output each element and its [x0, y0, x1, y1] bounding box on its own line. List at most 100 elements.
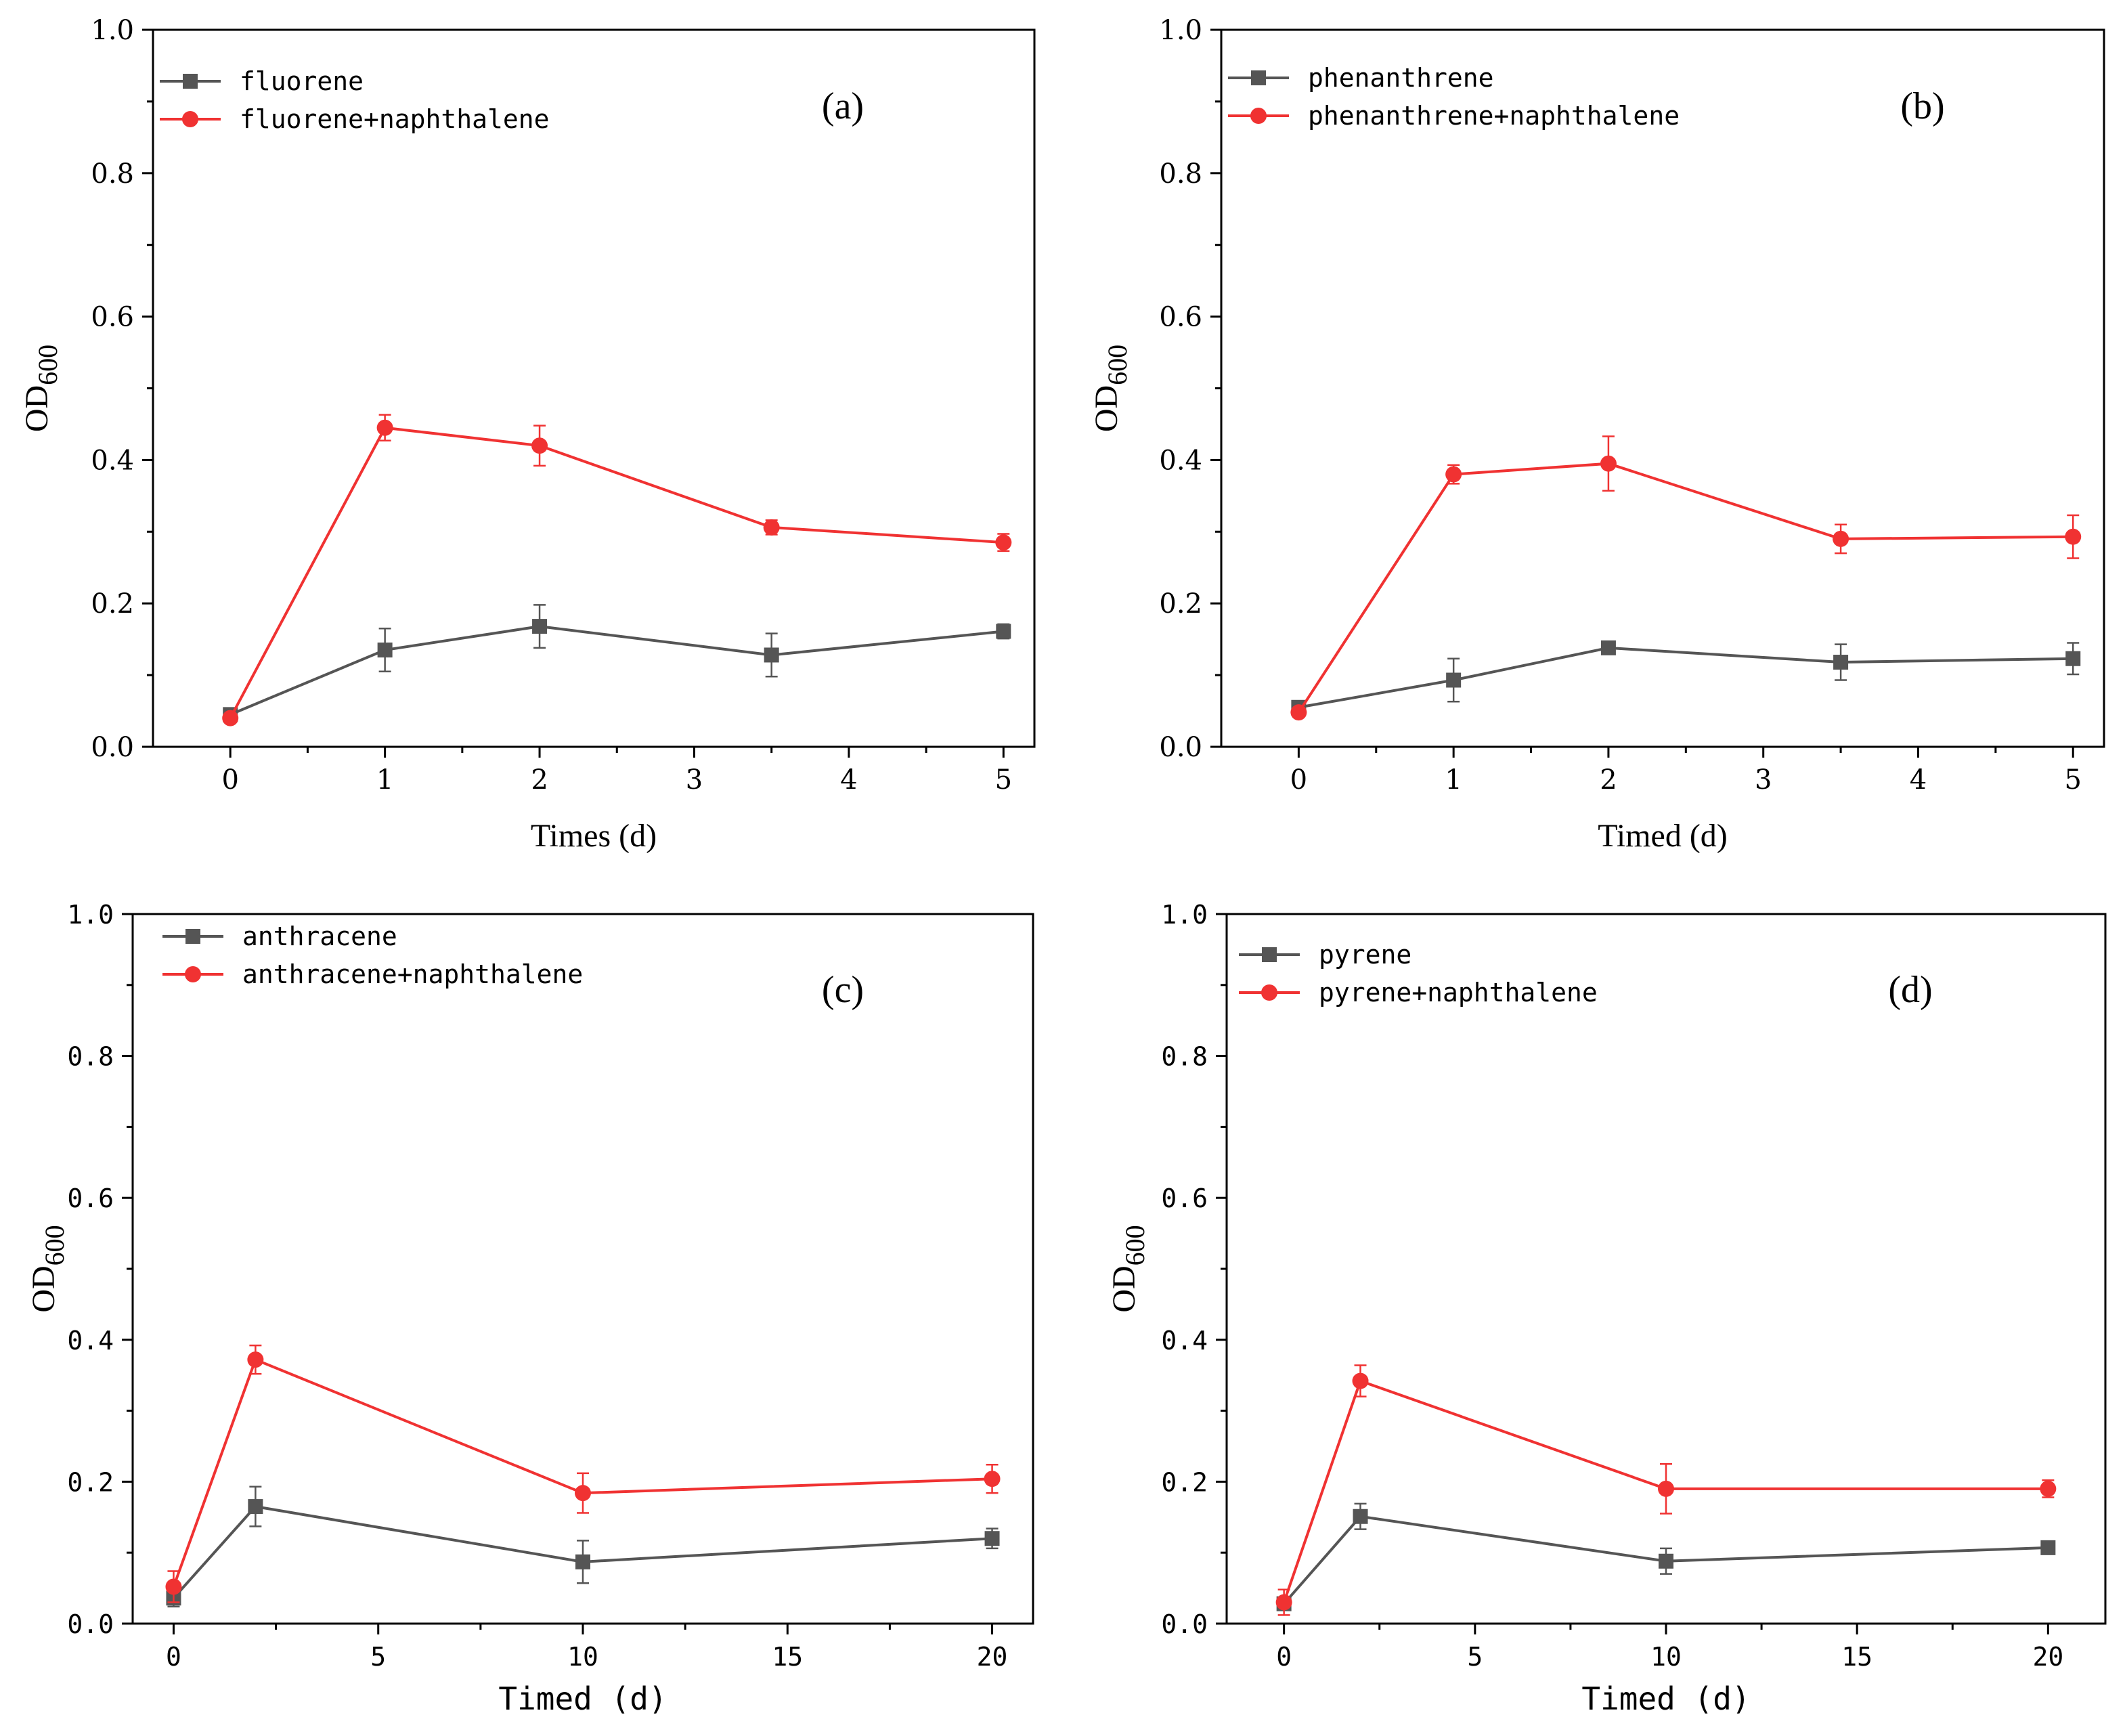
- data-point: [764, 647, 779, 663]
- x-axis-title: Timed (d): [498, 1680, 667, 1717]
- series-anthracene+naphthalene: [165, 1344, 1001, 1603]
- y-tick-label: 1.0: [67, 900, 114, 930]
- chart-panel-c: 0.0 0.2 0.4 0.6 0.8 1.0 0 5 10 15 20 Timed (d) OD600…: [26, 900, 1034, 1717]
- series-line: [1282, 1379, 2049, 1603]
- data-point: [984, 1531, 1000, 1546]
- x-tick-label: 10: [567, 1642, 598, 1672]
- legend-label: pyrene+naphthalene: [1319, 978, 1598, 1007]
- series-line: [172, 1358, 992, 1588]
- series-line: [229, 426, 1004, 719]
- y-tick-label: 0.0: [1159, 732, 1202, 763]
- data-point: [984, 1471, 1001, 1488]
- x-tick-label: 1: [376, 764, 393, 796]
- x-tick-label: 4: [840, 764, 857, 796]
- y-tick-label: 0.8: [67, 1042, 114, 1072]
- data-point: [2040, 1480, 2057, 1497]
- y-tick-label: 0.2: [1159, 588, 1202, 620]
- plot-frame: [131, 913, 1034, 1625]
- x-tick-label: 0: [166, 1642, 181, 1672]
- y-tick-label: 0.4: [67, 1326, 114, 1355]
- legend-marker: [185, 929, 200, 944]
- x-tick-label: 0: [221, 764, 238, 796]
- legend-marker: [185, 966, 201, 982]
- legend-marker: [182, 111, 198, 127]
- x-tick-label: 5: [1467, 1642, 1483, 1672]
- x-tick-label: 20: [2032, 1642, 2063, 1672]
- y-axis-title: OD600: [19, 345, 63, 432]
- y-tick-label: 0.6: [67, 1184, 114, 1213]
- data-point: [2065, 528, 2082, 545]
- x-tick-label: 20: [977, 1642, 1008, 1672]
- series-fluorene+naphthalene: [222, 414, 1012, 726]
- legend-label: fluorene: [240, 66, 364, 96]
- x-axis-title: Timed (d): [1581, 1680, 1750, 1717]
- x-tick-label: 3: [686, 764, 703, 796]
- series-fluorene: [223, 604, 1011, 722]
- data-point: [2065, 651, 2081, 666]
- series-line: [229, 625, 1004, 716]
- legend-label: pyrene: [1319, 940, 1411, 970]
- data-point: [2040, 1540, 2056, 1555]
- data-point: [531, 437, 548, 454]
- y-tick-label: 0.8: [1161, 1042, 1208, 1072]
- y-tick-label: 1.0: [91, 15, 134, 46]
- x-tick-label: 1: [1445, 764, 1462, 796]
- y-tick-label: 0.2: [1161, 1467, 1208, 1497]
- data-point: [1352, 1372, 1369, 1389]
- y-tick-label: 0.0: [91, 732, 134, 763]
- data-point: [1833, 655, 1849, 670]
- series-line: [1298, 646, 2074, 709]
- data-point: [165, 1578, 182, 1595]
- legend-marker: [1262, 947, 1277, 962]
- y-tick-label: 0.0: [1161, 1609, 1208, 1639]
- series-line: [1297, 462, 2074, 714]
- panel-label: (c): [822, 969, 864, 1011]
- series-pyrene: [1276, 1502, 2056, 1611]
- panel-label: (b): [1900, 85, 1944, 127]
- data-point: [1600, 640, 1616, 655]
- y-tick-label: 1.0: [1161, 900, 1208, 930]
- data-point: [1658, 1480, 1674, 1497]
- x-tick-label: 0: [1290, 764, 1307, 796]
- data-point: [1600, 455, 1617, 472]
- x-tick-label: 5: [995, 764, 1012, 796]
- legend-marker: [1261, 984, 1277, 1001]
- plot-frame: [152, 28, 1036, 748]
- y-tick-label: 0.6: [1159, 302, 1202, 333]
- chart-panel-a: 0.0 0.2 0.4 0.6 0.8 1.0 0 1 2 3 4 5 Times (d) OD600 (a…: [19, 15, 1036, 854]
- data-point: [575, 1485, 591, 1502]
- y-tick-label: 0.4: [91, 445, 134, 476]
- panel-label: (d): [1888, 969, 1932, 1011]
- series-line: [1283, 1515, 2049, 1605]
- y-axis-title: OD600: [1089, 345, 1133, 432]
- data-point: [1445, 466, 1462, 483]
- series-pyrene+naphthalene: [1275, 1364, 2057, 1616]
- chart-panel-d: 0.0 0.2 0.4 0.6 0.8 1.0 0 5 10 15 20 Timed (d) OD600…: [1106, 900, 2107, 1717]
- data-point: [763, 519, 780, 536]
- x-tick-label: 0: [1276, 1642, 1292, 1672]
- x-tick-label: 2: [1600, 764, 1617, 796]
- legend-label: phenanthrene: [1308, 63, 1494, 93]
- y-tick-label: 0.2: [91, 588, 134, 620]
- y-tick-label: 0.4: [1159, 445, 1202, 476]
- data-point: [1353, 1509, 1368, 1524]
- data-point: [1446, 672, 1462, 688]
- plot-frame: [1220, 28, 2105, 748]
- y-tick-label: 0.4: [1161, 1326, 1208, 1355]
- data-point: [996, 624, 1011, 639]
- x-tick-label: 4: [1910, 764, 1927, 796]
- y-tick-label: 0.8: [91, 158, 134, 190]
- y-tick-label: 0.0: [67, 1609, 114, 1639]
- panel-label: (a): [822, 85, 864, 127]
- x-tick-label: 5: [2065, 764, 2082, 796]
- x-tick-label: 15: [772, 1642, 803, 1672]
- x-tick-label: 10: [1650, 1642, 1682, 1672]
- data-point: [1290, 704, 1307, 721]
- data-point: [1659, 1553, 1673, 1569]
- data-point: [1833, 530, 1849, 547]
- legend-label: anthracene: [242, 921, 397, 951]
- x-tick-label: 3: [1755, 764, 1772, 796]
- x-tick-label: 2: [531, 764, 548, 796]
- y-tick-label: 0.6: [91, 302, 134, 333]
